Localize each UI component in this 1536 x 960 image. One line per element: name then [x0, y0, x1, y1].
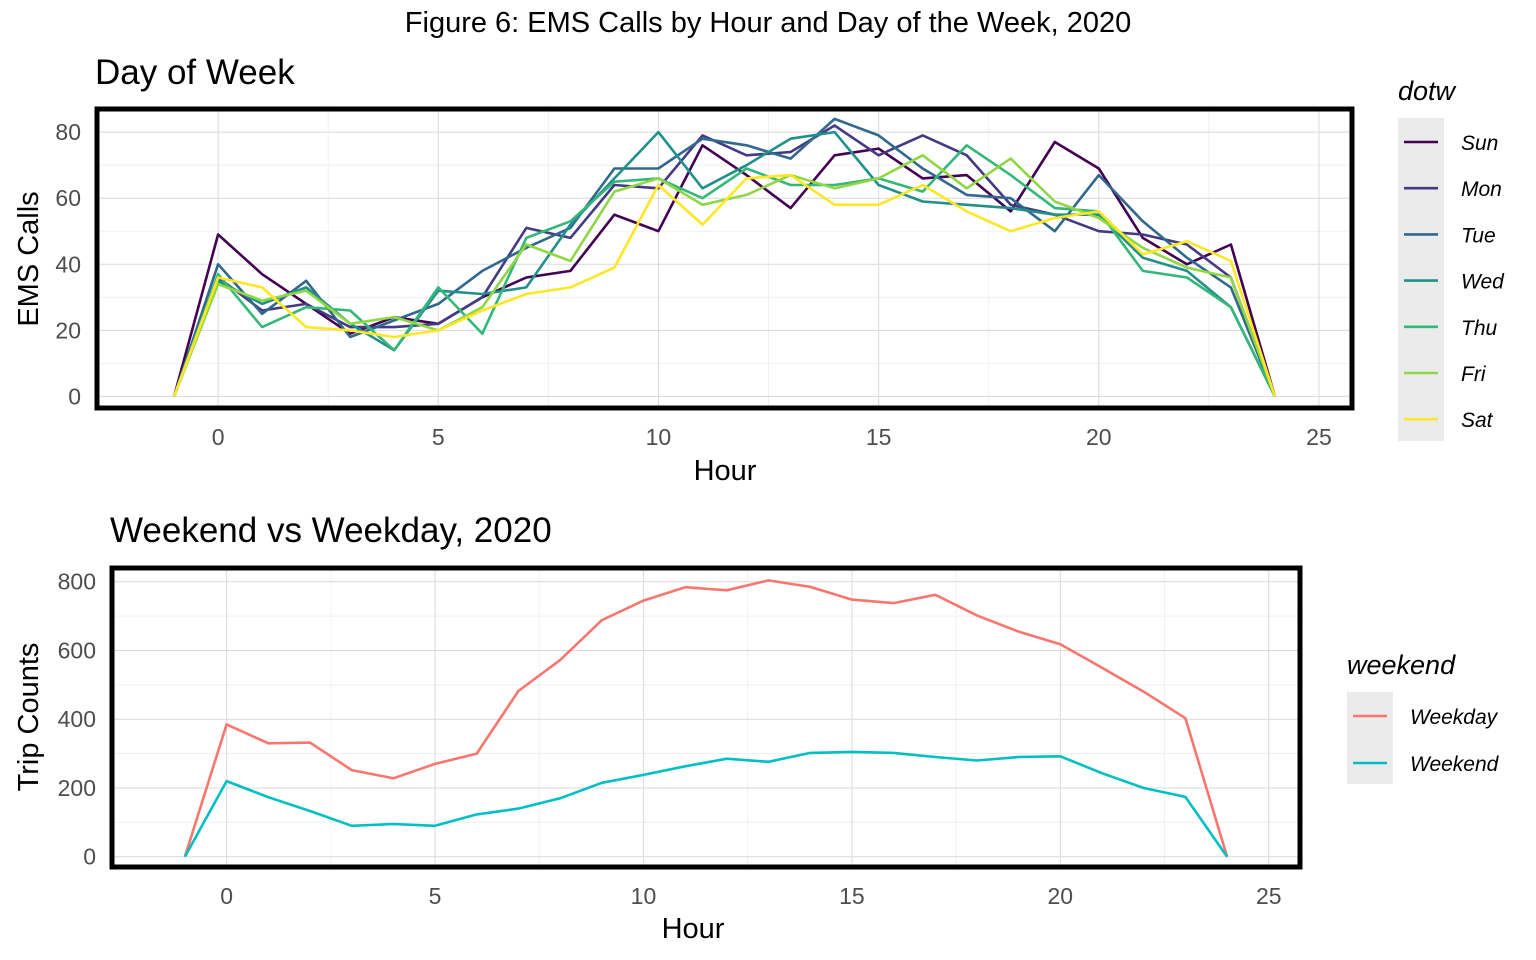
day-of-week-title: Day of Week [95, 53, 295, 92]
x-tick-label: 0 [220, 883, 233, 909]
day-of-week-series-lines [172, 117, 1277, 397]
x-tick-label: 20 [1048, 883, 1074, 909]
weekend-vs-weekday-chart: Weekend vs Weekday, 2020 Hour Trip Count… [13, 511, 1500, 945]
legend-label-sun: Sun [1461, 132, 1498, 155]
weekend-vs-weekday-x-axis-label: Hour [662, 913, 725, 945]
series-line-weekend [183, 750, 1229, 858]
y-tick-label: 20 [55, 317, 81, 343]
x-tick-label: 10 [631, 883, 657, 909]
weekend-legend-key-background [1347, 692, 1393, 784]
weekend-vs-weekday-series-lines [183, 579, 1229, 858]
weekend-vs-weekday-gridlines [112, 568, 1300, 867]
y-tick-label: 400 [58, 706, 96, 732]
series-line-sun [172, 140, 1277, 397]
day-of-week-panel-border [94, 106, 1355, 411]
weekend-legend-title: weekend [1347, 650, 1456, 680]
legend-label-mon: Mon [1461, 178, 1502, 201]
x-tick-label: 15 [866, 424, 892, 450]
weekend-vs-weekday-panel-border [109, 565, 1303, 870]
x-tick-label: 20 [1086, 424, 1112, 450]
weekend-legend: weekend Weekday Weekend [1347, 650, 1500, 784]
x-tick-label: 10 [646, 424, 672, 450]
series-line-fri [172, 154, 1277, 397]
dotw-legend-items: Sun Mon Tue Wed Thu Fri Sat [1404, 132, 1505, 432]
day-of-week-chart: Day of Week Hour EMS Calls 0 20 40 60 80 0 5 1… [13, 53, 1505, 487]
y-tick-label: 600 [58, 637, 96, 663]
x-tick-label: 0 [212, 424, 225, 450]
legend-label-thu: Thu [1461, 317, 1498, 340]
weekend-vs-weekday-x-tick-labels: 0 5 10 15 20 25 [220, 883, 1281, 909]
series-line-mon [172, 124, 1277, 397]
y-tick-label: 800 [58, 569, 96, 595]
x-tick-label: 25 [1256, 883, 1282, 909]
y-tick-label: 80 [55, 119, 81, 145]
figure-title: Figure 6: EMS Calls by Hour and Day of t… [405, 7, 1131, 39]
x-tick-label: 25 [1306, 424, 1332, 450]
y-tick-label: 0 [68, 383, 81, 409]
day-of-week-gridlines [97, 109, 1352, 408]
weekend-vs-weekday-title: Weekend vs Weekday, 2020 [110, 511, 552, 550]
series-line-sat [172, 173, 1277, 397]
x-tick-label: 5 [429, 883, 442, 909]
legend-label-weekday: Weekday [1410, 706, 1499, 729]
day-of-week-y-tick-labels: 0 20 40 60 80 [55, 119, 81, 409]
dotw-legend-title: dotw [1398, 76, 1457, 106]
x-tick-label: 15 [839, 883, 865, 909]
y-tick-label: 0 [83, 844, 96, 870]
series-line-thu [172, 144, 1277, 397]
weekend-vs-weekday-y-tick-labels: 0 200 400 600 800 [58, 569, 96, 870]
day-of-week-x-tick-labels: 0 5 10 15 20 25 [212, 424, 1332, 450]
y-tick-label: 200 [58, 775, 96, 801]
weekend-vs-weekday-y-axis-label: Trip Counts [13, 643, 45, 792]
weekend-legend-items: Weekday Weekend [1353, 706, 1500, 776]
legend-label-sat: Sat [1461, 409, 1494, 432]
day-of-week-y-axis-label: EMS Calls [13, 191, 45, 326]
y-tick-label: 40 [55, 251, 81, 277]
series-line-weekday [183, 579, 1229, 858]
y-tick-label: 60 [55, 185, 81, 211]
legend-label-weekend: Weekend [1410, 753, 1500, 776]
day-of-week-x-axis-label: Hour [694, 455, 757, 487]
series-line-tue [172, 117, 1277, 397]
dotw-legend: dotw Sun Mon Tue Wed Thu Fri Sat [1398, 76, 1505, 441]
x-tick-label: 5 [432, 424, 445, 450]
legend-label-wed: Wed [1461, 271, 1505, 294]
legend-label-fri: Fri [1461, 363, 1487, 386]
legend-label-tue: Tue [1461, 224, 1496, 247]
